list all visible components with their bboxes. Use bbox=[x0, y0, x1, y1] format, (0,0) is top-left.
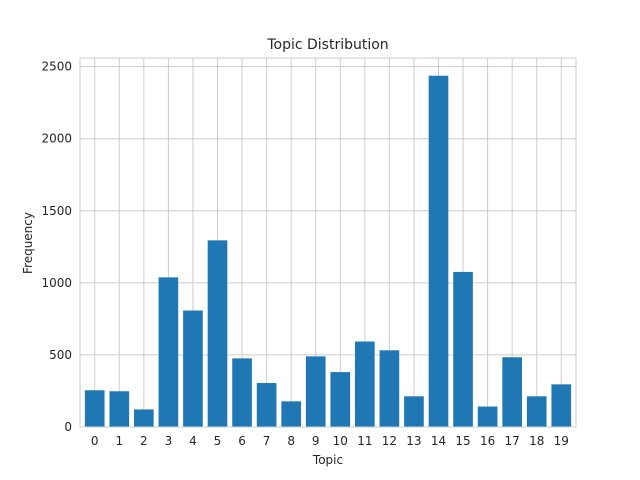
bar-topic-19 bbox=[551, 384, 572, 427]
y-tick-label: 2000 bbox=[41, 132, 72, 146]
x-tick-label: 1 bbox=[115, 434, 123, 448]
x-tick-label: 2 bbox=[140, 434, 148, 448]
bar-topic-0 bbox=[84, 390, 105, 427]
y-tick-label: 0 bbox=[64, 420, 72, 434]
bar-topic-4 bbox=[183, 310, 203, 427]
bar-topic-12 bbox=[379, 350, 400, 427]
x-tick-label: 0 bbox=[91, 434, 99, 448]
bar-topic-6 bbox=[232, 358, 252, 427]
y-tick-label: 1000 bbox=[41, 276, 72, 290]
x-tick-label: 6 bbox=[238, 434, 246, 448]
x-axis-label: Topic bbox=[312, 453, 343, 467]
bar-topic-14 bbox=[428, 75, 449, 427]
y-tick-label: 2500 bbox=[41, 60, 72, 74]
bar-topic-2 bbox=[134, 409, 154, 427]
x-tick-label: 11 bbox=[357, 434, 372, 448]
bar-topic-11 bbox=[355, 341, 375, 427]
x-tick-label: 12 bbox=[382, 434, 397, 448]
bar-topic-17 bbox=[502, 357, 522, 427]
y-axis-label: Frequency bbox=[21, 212, 35, 274]
x-tick-label: 7 bbox=[263, 434, 271, 448]
x-tick-label: 8 bbox=[287, 434, 295, 448]
x-tick-label: 4 bbox=[189, 434, 197, 448]
bar-topic-13 bbox=[404, 396, 424, 427]
x-tick-label: 17 bbox=[505, 434, 520, 448]
bar-topic-16 bbox=[477, 406, 498, 427]
plot-frame bbox=[79, 57, 577, 428]
x-tick-label: 13 bbox=[406, 434, 421, 448]
bar-topic-15 bbox=[453, 271, 473, 427]
bar-topic-8 bbox=[281, 401, 301, 427]
x-tick-labels: 0 1 2 3 4 5 6 7 8 9 10 11 12 13 14 15 16 17 18 19 bbox=[91, 434, 569, 448]
bar-topic-18 bbox=[526, 396, 547, 427]
bar-topic-1 bbox=[109, 391, 130, 427]
y-tick-label: 1500 bbox=[41, 204, 72, 218]
y-tick-labels: 0 500 1000 1500 2000 2500 bbox=[41, 60, 72, 434]
x-tick-label: 5 bbox=[214, 434, 222, 448]
x-tick-label: 3 bbox=[165, 434, 173, 448]
x-tick-label: 15 bbox=[455, 434, 470, 448]
bar-topic-7 bbox=[256, 383, 277, 427]
bar-topic-3 bbox=[158, 277, 179, 427]
bar-topic-10 bbox=[330, 372, 351, 427]
x-tick-label: 18 bbox=[529, 434, 544, 448]
grid-lines bbox=[80, 58, 576, 428]
y-tick-label: 500 bbox=[49, 348, 72, 362]
bars bbox=[84, 75, 572, 427]
chart-title: Topic Distribution bbox=[266, 37, 388, 53]
bar-topic-5 bbox=[207, 240, 228, 427]
bar-topic-9 bbox=[305, 356, 326, 427]
x-tick-label: 9 bbox=[312, 434, 320, 448]
x-tick-label: 14 bbox=[431, 434, 446, 448]
x-tick-label: 10 bbox=[333, 434, 348, 448]
x-tick-label: 16 bbox=[480, 434, 495, 448]
x-tick-label: 19 bbox=[554, 434, 569, 448]
